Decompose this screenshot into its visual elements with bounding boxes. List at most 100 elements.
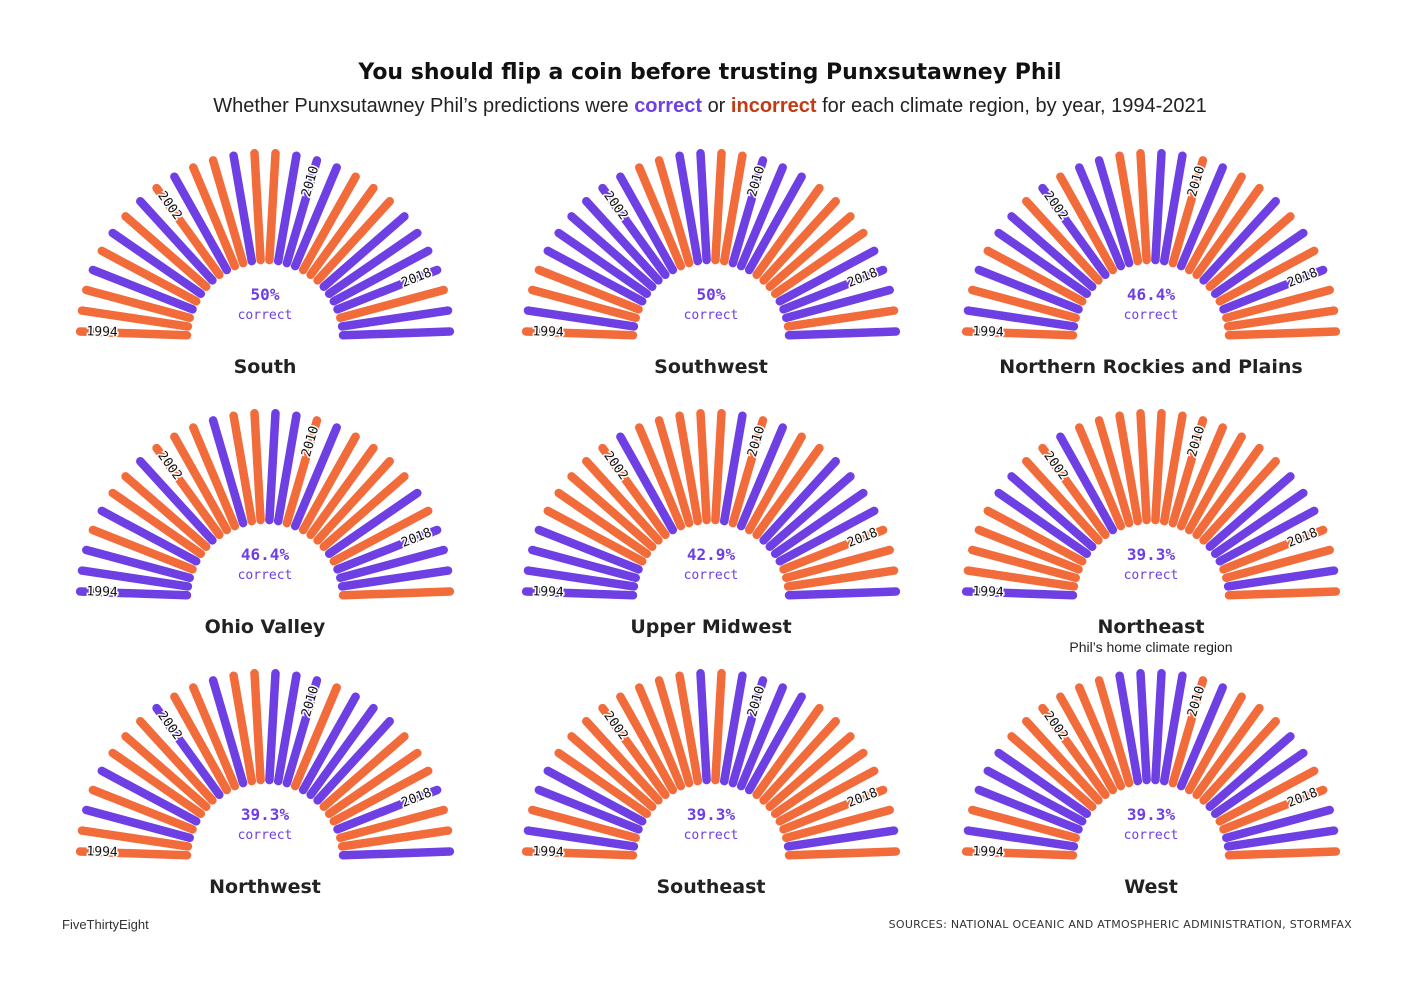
percent-caption: correct (1124, 828, 1179, 843)
year-label: 2010 (1185, 424, 1208, 458)
bar-correct (994, 748, 1092, 818)
bar-incorrect (675, 411, 703, 526)
bar-correct (974, 265, 1083, 314)
bar-incorrect (567, 732, 657, 811)
bar-correct (306, 703, 378, 800)
bar-incorrect (306, 183, 378, 280)
year-label: 2010 (299, 164, 322, 198)
bar-incorrect (654, 156, 694, 268)
bar-incorrect (1094, 676, 1134, 788)
bar-correct (675, 151, 703, 266)
bar-correct (775, 246, 879, 306)
bar-correct (290, 423, 341, 531)
bar-incorrect (298, 172, 360, 275)
bar-incorrect (961, 327, 1078, 340)
bar-correct (88, 265, 197, 314)
year-label: 1994 (972, 584, 1004, 600)
footer-source: FiveThirtyEight (62, 917, 149, 932)
bar-incorrect (1219, 525, 1328, 574)
bar-incorrect (1168, 156, 1208, 268)
bar-correct (229, 151, 257, 266)
bar-incorrect (765, 212, 855, 291)
bar-incorrect (1136, 149, 1151, 265)
bar-correct (728, 156, 768, 268)
bar-correct (582, 197, 663, 285)
bar-correct (1210, 488, 1308, 558)
year-label: 2010 (1185, 684, 1208, 718)
bar-incorrect (170, 432, 232, 535)
bar-correct (152, 703, 224, 800)
bar-correct (719, 411, 747, 526)
bar-correct (1205, 472, 1295, 551)
bar-incorrect (752, 183, 824, 280)
bar-incorrect (152, 443, 224, 540)
bar-incorrect (1223, 306, 1339, 331)
bar-incorrect (152, 183, 224, 280)
bar-correct (108, 228, 206, 298)
bar-correct (338, 847, 455, 860)
bar-incorrect (534, 265, 643, 314)
bar-correct (282, 676, 322, 788)
bar-incorrect (189, 683, 240, 791)
bar-correct (336, 545, 448, 583)
bar-incorrect (1056, 692, 1118, 795)
region-name: Northwest (209, 876, 321, 898)
bar-incorrect (783, 306, 899, 331)
bar-incorrect (1115, 411, 1143, 526)
bar-correct (963, 826, 1079, 851)
year-label: 1994 (532, 584, 564, 600)
bar-correct (1056, 432, 1118, 535)
bar-incorrect (121, 212, 211, 291)
year-label: 2018 (399, 785, 434, 810)
bar-correct (598, 183, 670, 280)
year-label: 1994 (532, 324, 564, 340)
bar-incorrect (554, 488, 652, 558)
region-name: Northeast (1097, 616, 1204, 638)
bar-incorrect (1159, 411, 1187, 526)
bar-incorrect (338, 587, 455, 600)
bar-incorrect (616, 692, 678, 795)
bar-incorrect (1184, 432, 1246, 535)
percent-caption: correct (684, 568, 739, 583)
bar-correct (1038, 183, 1110, 280)
year-label: 2010 (299, 424, 322, 458)
bar-incorrect (250, 669, 265, 785)
bar-correct (736, 683, 787, 791)
bar-correct (1223, 566, 1339, 591)
year-label: 2018 (399, 525, 434, 550)
bar-correct (82, 805, 194, 843)
bar-incorrect (189, 163, 240, 271)
bar-correct (696, 669, 711, 785)
bar-correct (313, 717, 394, 805)
bar-correct (728, 676, 768, 788)
bar-incorrect (319, 732, 409, 811)
radial-chart: 199420022010201839.3%correctNortheastPhi… (961, 409, 1341, 655)
percent-caption: correct (1124, 568, 1179, 583)
bar-incorrect (759, 717, 840, 805)
bar-incorrect (1205, 212, 1295, 291)
bar-correct (1075, 163, 1126, 271)
bar-incorrect (265, 149, 280, 265)
bar-incorrect (582, 457, 663, 545)
bar-correct (994, 488, 1092, 558)
bar-incorrect (313, 197, 394, 285)
bar-incorrect (752, 703, 824, 800)
bar-correct (329, 246, 433, 306)
percent-caption: correct (1124, 308, 1179, 323)
bar-incorrect (170, 692, 232, 795)
bar-correct (333, 785, 442, 834)
bar-incorrect (1192, 703, 1264, 800)
year-label: 2010 (745, 684, 768, 718)
bar-incorrect (319, 472, 409, 551)
bar-incorrect (1022, 717, 1103, 805)
bar-correct (543, 766, 647, 826)
bar-incorrect (765, 732, 855, 811)
bar-correct (543, 246, 647, 306)
bar-correct (1222, 805, 1334, 843)
bar-correct (736, 423, 787, 531)
bar-correct (963, 306, 1079, 331)
bar-incorrect (974, 525, 1083, 574)
bar-correct (208, 416, 248, 528)
bar-correct (170, 172, 232, 275)
bar-incorrect (521, 327, 638, 340)
